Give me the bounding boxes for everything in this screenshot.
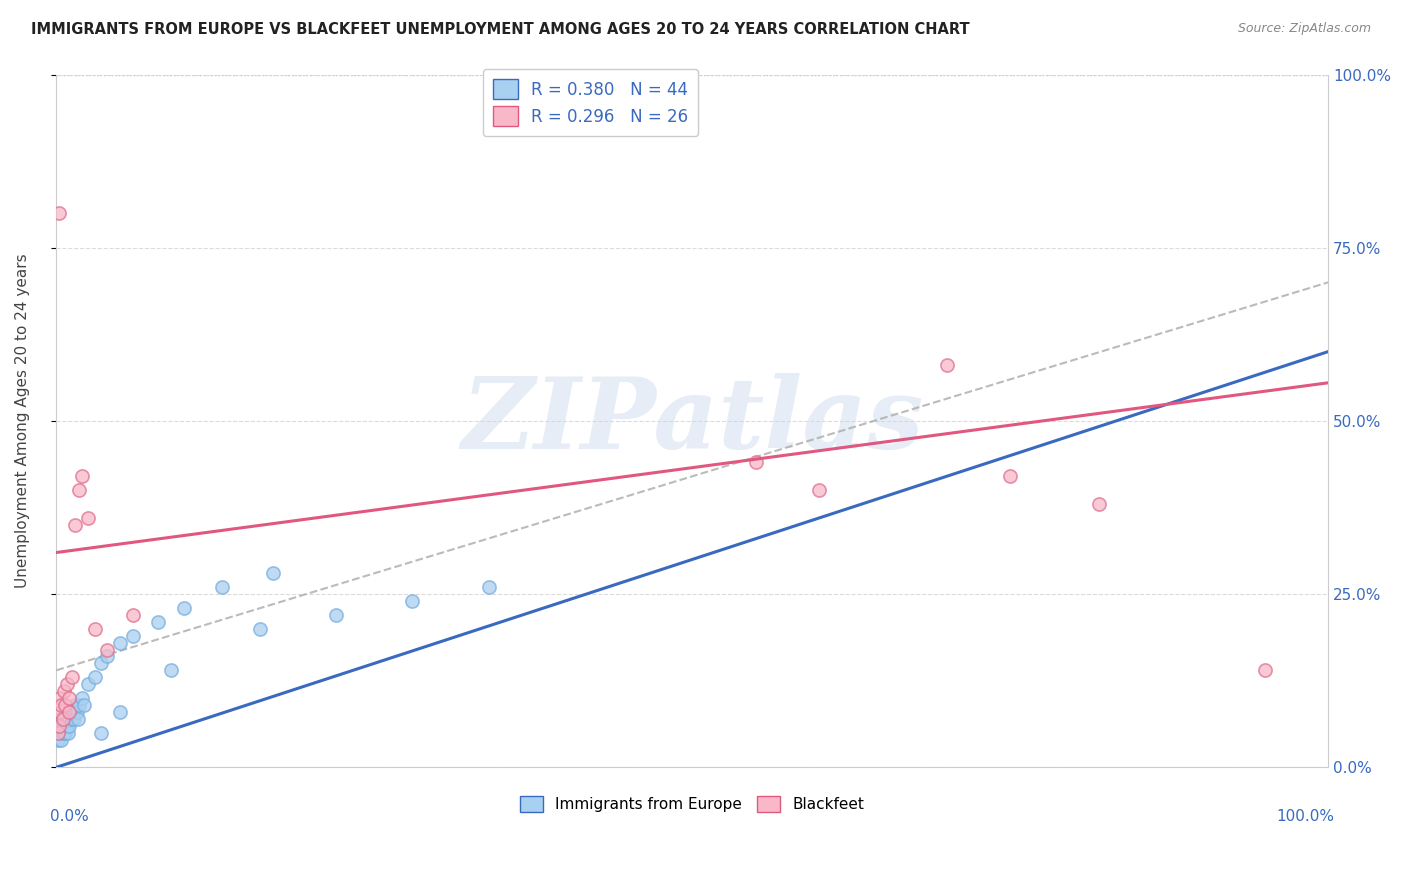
Point <box>55 677 77 691</box>
Point <box>56 725 79 739</box>
Point <box>146 615 169 629</box>
Point <box>49 691 72 706</box>
Point <box>49 725 72 739</box>
Point <box>808 483 831 498</box>
Point <box>53 725 76 739</box>
Text: ZIPatlas: ZIPatlas <box>461 373 924 469</box>
Point <box>173 601 195 615</box>
Point <box>51 719 73 733</box>
Point <box>108 635 131 649</box>
Point <box>121 629 143 643</box>
Point <box>46 732 69 747</box>
Point <box>63 712 86 726</box>
Point <box>51 698 73 712</box>
Point <box>65 698 87 712</box>
Point <box>90 725 112 739</box>
Point <box>53 684 76 698</box>
Point <box>62 705 84 719</box>
Text: 0.0%: 0.0% <box>51 809 89 824</box>
Point <box>70 469 93 483</box>
Point <box>66 712 89 726</box>
Point <box>58 719 80 733</box>
Legend: Immigrants from Europe, Blackfeet: Immigrants from Europe, Blackfeet <box>515 790 870 819</box>
Point <box>46 725 69 739</box>
Point <box>58 691 80 706</box>
Point <box>52 725 75 739</box>
Point <box>67 698 90 712</box>
Point <box>478 580 501 594</box>
Point <box>325 607 347 622</box>
Point <box>51 732 73 747</box>
Text: IMMIGRANTS FROM EUROPE VS BLACKFEET UNEMPLOYMENT AMONG AGES 20 TO 24 YEARS CORRE: IMMIGRANTS FROM EUROPE VS BLACKFEET UNEM… <box>31 22 970 37</box>
Point <box>73 698 96 712</box>
Point <box>70 691 93 706</box>
Point <box>60 712 83 726</box>
Point <box>66 705 89 719</box>
Point <box>49 712 72 726</box>
Point <box>48 725 70 739</box>
Point <box>53 712 76 726</box>
Point <box>53 719 76 733</box>
Text: Source: ZipAtlas.com: Source: ZipAtlas.com <box>1237 22 1371 36</box>
Y-axis label: Unemployment Among Ages 20 to 24 years: Unemployment Among Ages 20 to 24 years <box>15 253 30 588</box>
Point <box>249 622 271 636</box>
Point <box>67 483 90 498</box>
Point <box>55 719 77 733</box>
Point <box>1088 497 1111 511</box>
Point <box>745 455 768 469</box>
Point <box>52 712 75 726</box>
Point <box>77 511 100 525</box>
Point <box>401 594 423 608</box>
Point <box>59 705 82 719</box>
Point <box>48 719 70 733</box>
Point <box>65 517 87 532</box>
Point <box>121 607 143 622</box>
Point <box>935 359 957 373</box>
Point <box>53 698 76 712</box>
Point <box>83 670 105 684</box>
Point <box>48 719 70 733</box>
Point <box>96 642 118 657</box>
Point <box>58 712 80 726</box>
Point <box>48 206 70 220</box>
Point <box>160 663 183 677</box>
Point <box>96 649 118 664</box>
Point <box>53 725 76 739</box>
Point <box>58 705 80 719</box>
Point <box>83 622 105 636</box>
Point <box>108 705 131 719</box>
Point <box>52 712 75 726</box>
Point <box>211 580 233 594</box>
Point <box>49 705 72 719</box>
Point <box>1253 663 1275 677</box>
Point <box>90 657 112 671</box>
Point <box>998 469 1021 483</box>
Point <box>60 670 83 684</box>
Point <box>262 566 284 581</box>
Point <box>77 677 100 691</box>
Text: 100.0%: 100.0% <box>1277 809 1334 824</box>
